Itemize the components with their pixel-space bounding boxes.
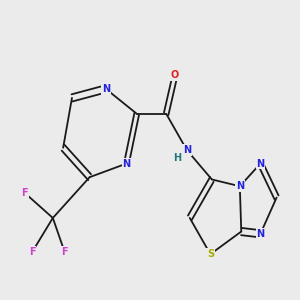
Text: N: N — [236, 181, 244, 191]
Text: F: F — [22, 188, 28, 198]
Text: O: O — [171, 70, 179, 80]
Text: F: F — [29, 247, 35, 257]
Text: H: H — [173, 153, 181, 163]
Text: N: N — [183, 145, 191, 155]
Text: S: S — [207, 249, 214, 259]
Text: N: N — [102, 84, 110, 94]
Text: N: N — [256, 229, 265, 239]
Text: N: N — [256, 159, 265, 169]
Text: N: N — [122, 159, 130, 169]
Text: F: F — [61, 247, 68, 257]
